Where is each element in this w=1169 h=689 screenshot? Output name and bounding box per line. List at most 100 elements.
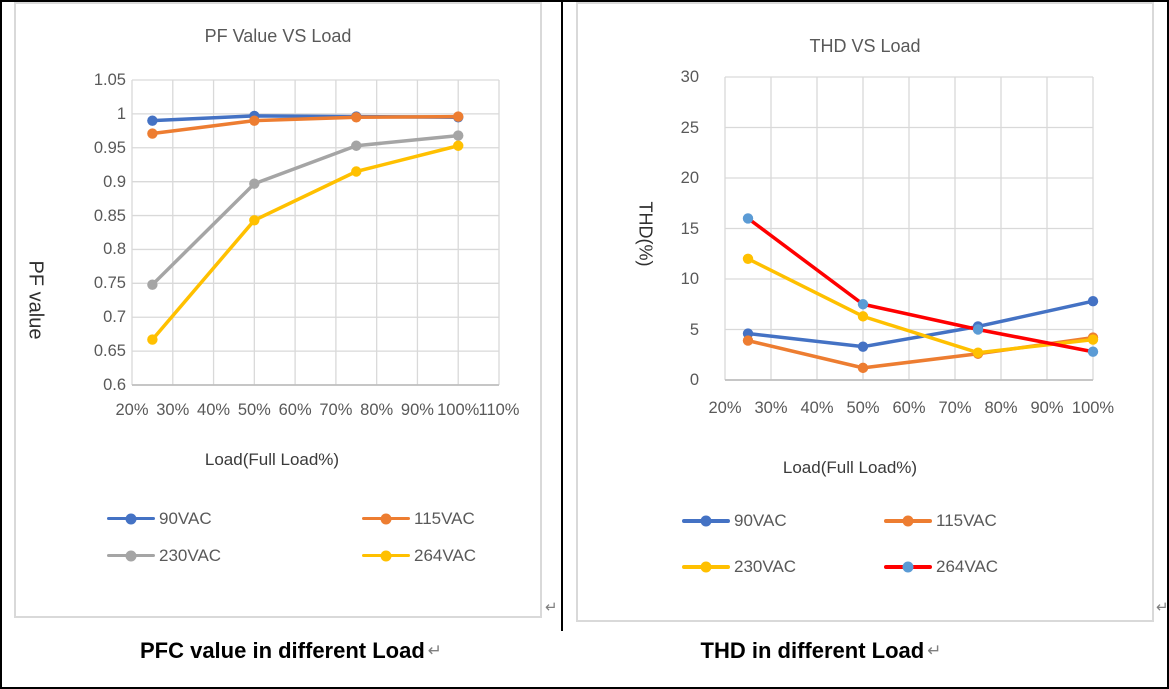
data-point-264vac: [147, 334, 158, 345]
legend-item-230vac: 230VAC: [107, 537, 362, 574]
x-tick-label: 110%: [478, 401, 520, 419]
legend-item-264vac: 264VAC: [884, 544, 998, 590]
y-tick-label: 0.8: [103, 240, 126, 259]
x-tick-label: 30%: [754, 399, 788, 417]
data-point-230vac: [1087, 334, 1099, 345]
data-point-264vac: [857, 299, 869, 310]
x-tick-label: 90%: [1030, 399, 1064, 417]
data-point-264vac: [1087, 346, 1099, 357]
series-line-115vac: [150, 114, 460, 136]
chart-legend: 90VAC 115VAC 230VAC 264VAC: [107, 500, 476, 574]
legend-line-marker-icon: [682, 515, 730, 527]
legend-item-115vac: 115VAC: [362, 500, 476, 537]
series-line-264vac: [746, 216, 1095, 354]
data-point-230vac: [972, 347, 984, 358]
y-tick-label: 0.65: [93, 342, 126, 361]
x-tick-label: 100%: [1071, 399, 1115, 417]
x-tick-label: 50%: [237, 401, 271, 419]
data-point-90vac: [1087, 296, 1099, 307]
data-point-230vac: [742, 253, 754, 264]
caption-text: PFC value in different Load: [139, 638, 425, 663]
legend-item-230vac: 230VAC: [682, 544, 884, 590]
data-point-230vac: [857, 311, 869, 322]
x-tick-label: 20%: [115, 401, 149, 419]
y-tick-label: 15: [680, 219, 699, 238]
y-tick-label: 0.7: [103, 308, 126, 327]
data-point-115vac: [857, 362, 869, 374]
legend-line-marker-icon: [884, 561, 932, 573]
x-axis-title: Load(Full Load%): [782, 458, 918, 477]
y-tick-label: 0.75: [93, 274, 126, 293]
y-tick-label: 5: [689, 320, 699, 339]
caption-cell-thd[interactable]: THD in different Load ↵: [563, 629, 1167, 687]
x-tick-label: 80%: [984, 399, 1018, 417]
caption-thd: THD in different Load ↵: [701, 638, 942, 664]
data-point-230vac: [147, 279, 158, 290]
legend-line-marker-icon: [884, 515, 932, 527]
chart-title: PF Value VS Load: [204, 26, 352, 46]
x-tick-label: 50%: [846, 399, 880, 417]
legend-item-90vac: 90VAC: [107, 500, 362, 537]
legend-label: 230VAC: [734, 557, 797, 576]
chart-legend: 90VAC 115VAC 230VAC 264VAC: [682, 498, 998, 590]
x-tick-label: 90%: [400, 401, 434, 419]
x-tick-label: 60%: [278, 401, 312, 419]
legend-label: 115VAC: [414, 508, 475, 528]
data-point-90vac: [147, 115, 158, 126]
legend-item-115vac: 115VAC: [884, 498, 998, 544]
data-point-264vac: [351, 166, 362, 177]
legend-line-marker-icon: [362, 550, 410, 562]
legend-label: 90VAC: [734, 511, 787, 530]
data-point-115vac: [453, 111, 464, 122]
x-tick-label: 40%: [197, 401, 231, 419]
legend-label: 264VAC: [414, 545, 477, 565]
thd-chart[interactable]: THD VS Load THD(%) Load(Full Load%) 90VA…: [576, 2, 1154, 622]
series-line-230vac: [746, 257, 1095, 355]
x-axis-title: Load(Full Load%): [204, 450, 340, 469]
data-point-115vac: [742, 335, 754, 346]
x-tick-label: 80%: [360, 401, 394, 419]
chart-title: THD VS Load: [809, 36, 921, 56]
pf-value-chart[interactable]: PF Value VS Load PF value Load(Full Load…: [14, 2, 542, 618]
x-tick-label: 30%: [156, 401, 190, 419]
legend-item-90vac: 90VAC: [682, 498, 884, 544]
y-tick-label: 10: [680, 270, 699, 288]
series-line-264vac: [150, 143, 460, 342]
y-tick-label: 30: [680, 68, 699, 86]
y-tick-label: 0.95: [93, 138, 126, 157]
paragraph-mark-icon: ↵: [927, 641, 942, 661]
plot-area: [131, 79, 500, 386]
caption-pfc: PFC value in different Load ↵: [140, 638, 442, 664]
y-tick-label: 0.6: [103, 376, 126, 394]
x-tick-label: 70%: [319, 401, 353, 419]
x-tick-label: 60%: [892, 399, 926, 417]
legend-line-marker-icon: [362, 513, 410, 525]
data-point-264vac: [972, 324, 984, 335]
paragraph-mark-icon: ↵: [427, 641, 443, 661]
legend-label: 115VAC: [936, 511, 997, 530]
legend-line-marker-icon: [107, 550, 155, 562]
data-point-230vac: [249, 178, 260, 189]
data-point-264vac: [742, 213, 754, 224]
legend-line-marker-icon: [107, 513, 155, 525]
y-tick-label: 0.9: [103, 172, 126, 191]
data-point-230vac: [351, 140, 362, 151]
data-point-264vac: [249, 215, 260, 226]
y-tick-label: 0.85: [93, 206, 126, 225]
data-point-230vac: [453, 130, 464, 141]
table-column-divider: [561, 2, 563, 629]
legend-label: 264VAC: [936, 557, 999, 576]
plot-area: [724, 76, 1099, 381]
x-tick-label: 70%: [938, 399, 972, 417]
data-point-264vac: [453, 140, 464, 151]
y-tick-label: 1.05: [93, 71, 126, 89]
y-tick-label: 25: [680, 118, 699, 137]
series-line-90vac: [746, 299, 1095, 349]
y-tick-label: 0: [689, 371, 699, 389]
caption-cell-pfc[interactable]: PFC value in different Load ↵: [2, 629, 561, 687]
legend-line-marker-icon: [682, 561, 730, 573]
legend-item-264vac: 264VAC: [362, 537, 476, 574]
x-tick-label: 20%: [708, 399, 742, 417]
x-tick-label: 100%: [437, 401, 480, 419]
